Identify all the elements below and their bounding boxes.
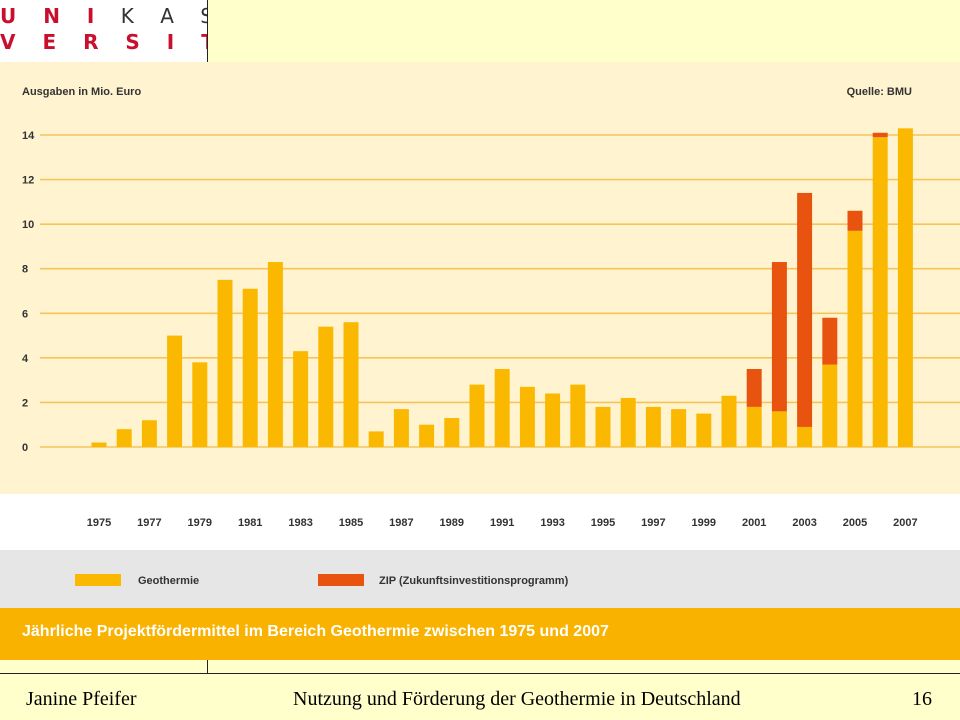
bar-geothermie-1988 [419, 424, 435, 447]
ytick-label-12: 12 [22, 175, 34, 187]
legend-label-zip: ZIP (Zukunftsinvestitionsprogramm) [379, 575, 569, 587]
ytick-label-2: 2 [22, 397, 28, 409]
xtick-label-1979: 1979 [188, 517, 212, 529]
logo-line-2-red: V E R S I T Ä T [0, 30, 208, 54]
ytick-label-14: 14 [22, 130, 35, 142]
xtick-label-1997: 1997 [641, 517, 665, 529]
bar-zip-2002 [771, 262, 787, 412]
bar-geothermie-2001 [746, 406, 762, 447]
bar-geothermie-1975 [91, 442, 107, 447]
bar-geothermie-1997 [645, 406, 661, 447]
xtick-label-1985: 1985 [339, 517, 363, 529]
bar-geothermie-2006 [872, 137, 888, 447]
xtick-label-1981: 1981 [238, 517, 262, 529]
xtick-label-2001: 2001 [742, 517, 766, 529]
legend-swatch-zip [318, 574, 364, 586]
bar-geothermie-1986 [368, 431, 384, 447]
bar-geothermie-1990 [469, 384, 485, 447]
bar-geothermie-1991 [494, 369, 510, 447]
xtick-label-1999: 1999 [692, 517, 716, 529]
xtick-label-2007: 2007 [893, 517, 917, 529]
bar-geothermie-1995 [595, 406, 611, 447]
bar-geothermie-1981 [242, 288, 258, 447]
legend-band [0, 550, 960, 608]
bar-geothermie-1999 [696, 413, 712, 447]
bar-geothermie-1978 [167, 335, 183, 447]
footer-title: Nutzung und Förderung der Geothermie in … [293, 688, 741, 710]
bar-geothermie-1985 [343, 322, 359, 447]
bar-geothermie-1976 [116, 429, 132, 447]
logo-divider-top [207, 0, 208, 62]
ytick-label-0: 0 [22, 442, 28, 454]
footer-divider [0, 673, 960, 674]
ytick-label-8: 8 [22, 264, 28, 276]
ytick-label-10: 10 [22, 219, 34, 231]
bar-geothermie-2002 [771, 411, 787, 447]
footer-page-number: 16 [912, 688, 932, 710]
xtick-label-1993: 1993 [540, 517, 564, 529]
xtick-label-1989: 1989 [440, 517, 464, 529]
logo-line-2: V E R S I T Ä T [0, 30, 208, 54]
chart-caption: Jährliche Projektfördermittel im Bereich… [22, 623, 609, 640]
bar-geothermie-2000 [721, 395, 737, 447]
ytick-label-4: 4 [22, 353, 29, 365]
bar-geothermie-1979 [192, 362, 208, 447]
bar-geothermie-1989 [444, 418, 460, 447]
caption-band: Jährliche Projektfördermittel im Bereich… [0, 608, 960, 660]
xaxis-band [0, 494, 960, 550]
bar-geothermie-1993 [545, 393, 561, 447]
ytick-label-6: 6 [22, 308, 28, 320]
legend-label-geothermie: Geothermie [138, 575, 199, 587]
bar-geothermie-2004 [822, 364, 838, 447]
xtick-label-2005: 2005 [843, 517, 867, 529]
bar-geothermie-1992 [519, 386, 535, 447]
bar-zip-2003 [797, 192, 813, 427]
xtick-label-1975: 1975 [87, 517, 111, 529]
logo-line-1: U N I K A S S E L U [0, 4, 208, 28]
xtick-label-1983: 1983 [288, 517, 312, 529]
bar-geothermie-1996 [620, 397, 636, 447]
xtick-label-1995: 1995 [591, 517, 615, 529]
university-logo: U N I K A S S E L U V E R S I T Ä T [0, 0, 208, 62]
logo-line-1-black: K A S S E L [120, 4, 208, 28]
chart-title: Ausgaben in Mio. Euro [22, 86, 141, 98]
bar-geothermie-1994 [570, 384, 586, 447]
logo-divider-bottom [207, 660, 208, 674]
xtick-label-1977: 1977 [137, 517, 161, 529]
xtick-label-2003: 2003 [792, 517, 816, 529]
bar-geothermie-1984 [318, 326, 334, 447]
xtick-label-1987: 1987 [389, 517, 413, 529]
bar-zip-2004 [822, 317, 838, 365]
chart-source: Quelle: BMU [847, 86, 912, 98]
bar-zip-2006 [872, 132, 888, 138]
bar-geothermie-1998 [671, 409, 687, 447]
bar-geothermie-1977 [141, 420, 157, 447]
bar-geothermie-2003 [797, 426, 813, 447]
bar-geothermie-2007 [897, 128, 913, 448]
bar-zip-2005 [847, 210, 863, 231]
logo-line-1-red: U N I [0, 4, 105, 28]
bar-geothermie-1987 [393, 409, 409, 447]
bar-geothermie-2005 [847, 230, 863, 447]
xtick-label-1991: 1991 [490, 517, 514, 529]
bar-geothermie-1982 [267, 262, 283, 447]
bar-geothermie-1980 [217, 279, 233, 447]
legend-swatch-geothermie [75, 574, 121, 586]
footer-author: Janine Pfeifer [26, 688, 137, 710]
bar-geothermie-1983 [293, 351, 309, 447]
bar-zip-2001 [746, 369, 762, 407]
